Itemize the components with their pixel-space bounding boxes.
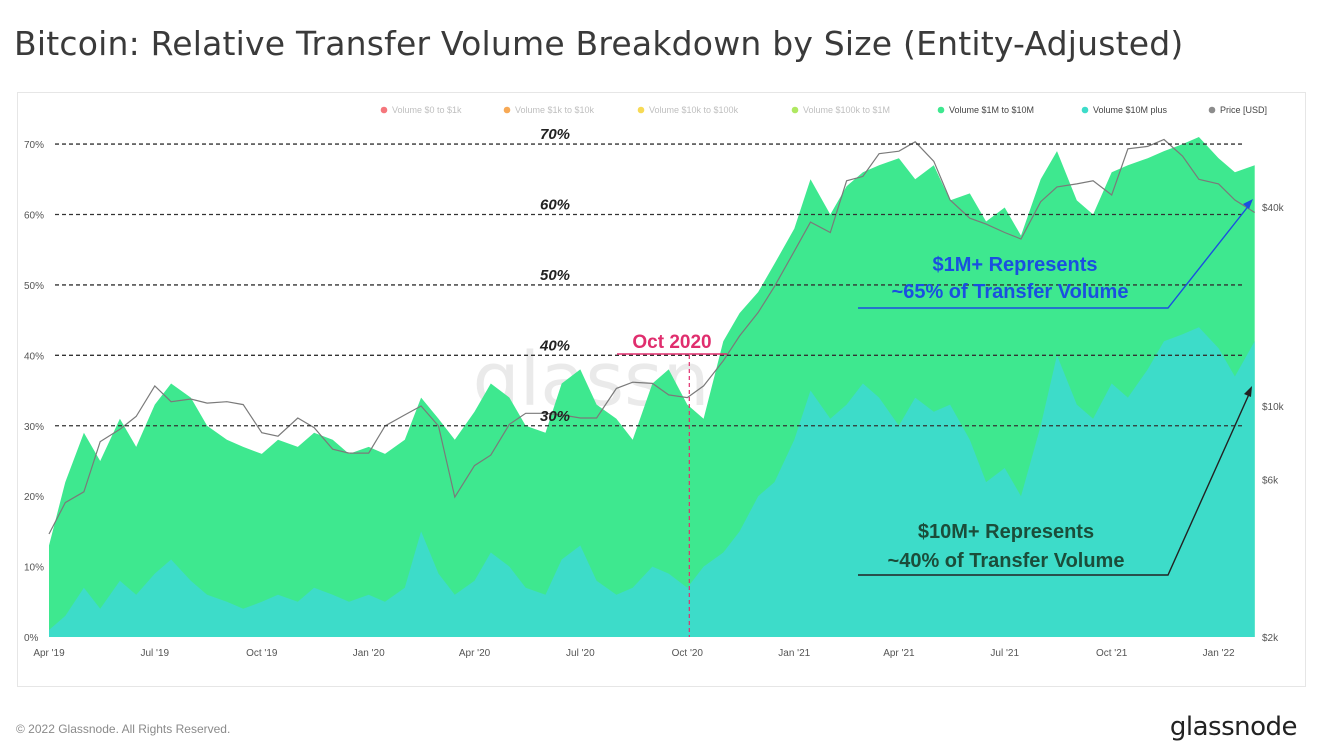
reference-label-30pct: 30% <box>540 408 570 425</box>
legend-dot <box>937 106 945 114</box>
legend-item-label: Volume $1M to $10M <box>949 105 1034 115</box>
area-volume-10m-plus <box>49 327 1255 637</box>
callout-1m-pointer <box>858 203 1251 309</box>
y-left-tick-label: 50% <box>24 281 44 292</box>
x-tick-label: Apr '19 <box>33 648 65 659</box>
legend-dot <box>1208 106 1216 114</box>
reference-label-70pct: 70% <box>540 126 570 143</box>
callout-10m-line2: ~40% of Transfer Volume <box>888 550 1125 572</box>
legend-item-label: Price [USD] <box>1220 105 1267 115</box>
legend-item-label: Volume $1k to $10k <box>515 105 595 115</box>
callout-10m-line1: $10M+ Represents <box>918 521 1094 543</box>
y-right-tick-label: $40k <box>1262 203 1285 214</box>
y-right-tick-label: $6k <box>1262 475 1279 486</box>
callout-1m-line2: ~65% of Transfer Volume <box>892 281 1129 303</box>
x-tick-label: Oct '19 <box>246 648 278 659</box>
y-left-tick-label: 70% <box>24 140 44 151</box>
x-tick-label: Jan '22 <box>1203 648 1235 659</box>
x-tick-label: Jul '19 <box>141 648 170 659</box>
y-left-tick-label: 0% <box>24 633 39 644</box>
callout-10m-arrowhead <box>1244 386 1252 397</box>
legend-dot <box>1081 106 1089 114</box>
x-tick-label: Jan '20 <box>353 648 385 659</box>
reference-label-40pct: 40% <box>539 337 570 354</box>
page-title: Bitcoin: Relative Transfer Volume Breakd… <box>14 24 1184 63</box>
y-left-tick-label: 10% <box>24 563 44 574</box>
callout-10m-pointer <box>858 391 1251 576</box>
x-tick-label: Jul '20 <box>566 648 595 659</box>
x-tick-label: Jul '21 <box>990 648 1019 659</box>
y-left-tick-label: 40% <box>24 351 44 362</box>
legend-dot <box>791 106 799 114</box>
legend-item-label: Volume $0 to $1k <box>392 105 462 115</box>
y-left-tick-label: 30% <box>24 422 44 433</box>
legend-item-label: Volume $100k to $1M <box>803 105 890 115</box>
x-tick-label: Oct '21 <box>1096 648 1128 659</box>
legend-dot <box>503 106 511 114</box>
callout-1m-arrowhead <box>1243 199 1253 209</box>
legend-dot <box>380 106 388 114</box>
legend-dot <box>637 106 645 114</box>
x-tick-label: Apr '21 <box>883 648 915 659</box>
price-line <box>48 138 1256 535</box>
copyright-text: © 2022 Glassnode. All Rights Reserved. <box>16 722 231 736</box>
legend-item-label: Volume $10k to $100k <box>649 105 739 115</box>
y-left-tick-label: 60% <box>24 211 44 222</box>
reference-label-50pct: 50% <box>540 267 570 284</box>
oct-2020-label: Oct 2020 <box>632 332 711 353</box>
callout-1m-line1: $1M+ Represents <box>932 254 1097 276</box>
x-tick-label: Apr '20 <box>459 648 491 659</box>
y-left-tick-label: 20% <box>24 492 44 503</box>
y-right-tick-label: $2k <box>1262 633 1279 644</box>
x-tick-label: Jan '21 <box>778 648 810 659</box>
y-right-tick-label: $10k <box>1262 402 1285 413</box>
x-tick-label: Oct '20 <box>672 648 704 659</box>
legend-item-label: Volume $10M plus <box>1093 105 1168 115</box>
reference-label-60pct: 60% <box>540 197 570 214</box>
brand-logo: glassnode <box>1169 712 1298 742</box>
